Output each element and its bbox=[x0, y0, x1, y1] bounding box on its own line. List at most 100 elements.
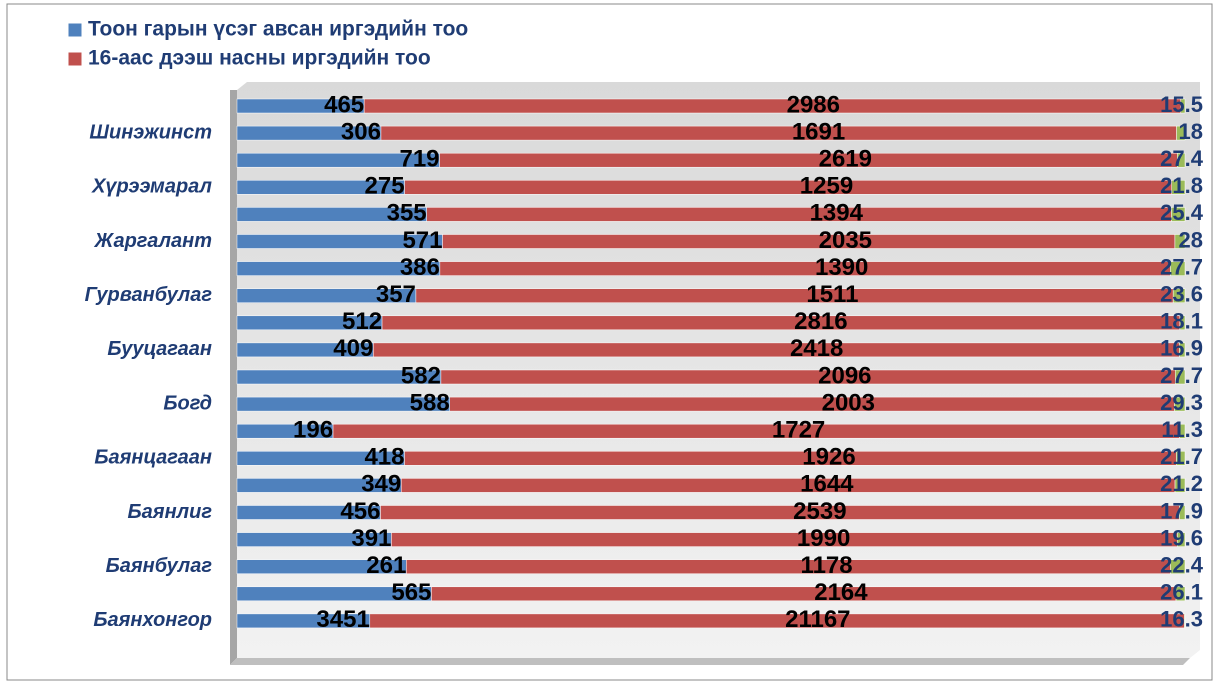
bar-segment bbox=[381, 315, 1181, 331]
category-label: Баянцагаан bbox=[94, 447, 212, 469]
bar-segment bbox=[1174, 396, 1186, 412]
bar-segment bbox=[440, 369, 1176, 385]
bar-segment bbox=[401, 478, 1176, 493]
bar-segment bbox=[369, 613, 1185, 629]
legend-label: 16-аас дээш насны иргэдийн тоо bbox=[88, 47, 431, 70]
data-label: 196 bbox=[293, 417, 333, 444]
bar-segment bbox=[332, 423, 1180, 439]
category-label: Богд bbox=[163, 392, 212, 414]
bar-segment bbox=[363, 98, 1182, 114]
data-label: 2003 bbox=[822, 389, 875, 416]
legend-label: Тоон гарын үсэг авсан иргэдийн тоо bbox=[88, 18, 468, 41]
bar-segment bbox=[439, 261, 1171, 276]
data-label: 2164 bbox=[814, 579, 868, 606]
bar-segment bbox=[1176, 451, 1186, 466]
data-label: 21.7 bbox=[1160, 444, 1203, 469]
data-label: 275 bbox=[365, 173, 405, 200]
category-label: Баянлиг bbox=[128, 501, 213, 523]
data-label: 1644 bbox=[800, 471, 854, 498]
bar-segment bbox=[1170, 559, 1186, 574]
bar-segment bbox=[373, 342, 1180, 358]
data-label: 22.4 bbox=[1160, 553, 1204, 578]
data-label: 19.6 bbox=[1160, 525, 1203, 550]
data-label: 1178 bbox=[801, 552, 853, 579]
category-label: Бууцагаан bbox=[107, 338, 212, 360]
legend-swatch bbox=[67, 51, 83, 67]
data-label: 18 bbox=[1179, 119, 1203, 144]
data-label: 26.1 bbox=[1160, 580, 1203, 605]
data-label: 261 bbox=[366, 552, 406, 579]
bar-segment bbox=[442, 234, 1176, 249]
bar-segment bbox=[1177, 152, 1186, 168]
data-label: 28 bbox=[1179, 227, 1203, 252]
bar-segment bbox=[1179, 423, 1186, 439]
data-label: 571 bbox=[402, 227, 442, 254]
data-label: 1926 bbox=[802, 444, 855, 471]
bar-segment bbox=[449, 396, 1175, 412]
data-label: 391 bbox=[351, 525, 391, 552]
bar-segment bbox=[439, 152, 1178, 168]
category-label: Гурванбулаг bbox=[85, 284, 213, 306]
data-label: 23.6 bbox=[1160, 282, 1203, 307]
bar-segment bbox=[1177, 532, 1186, 547]
category-label: Жаргалант bbox=[94, 230, 212, 252]
bar-segment bbox=[404, 451, 1177, 466]
bar-segment bbox=[1180, 98, 1186, 114]
bar-segment bbox=[380, 505, 1180, 520]
data-label: 17.9 bbox=[1160, 498, 1203, 523]
data-label: 1990 bbox=[797, 525, 850, 552]
bar-segment bbox=[404, 180, 1172, 195]
data-label: 512 bbox=[342, 308, 382, 335]
data-label: 2986 bbox=[787, 91, 840, 118]
bar-segment bbox=[1179, 505, 1186, 520]
data-label: 349 bbox=[361, 471, 401, 498]
data-label: 25.4 bbox=[1160, 200, 1204, 225]
data-label: 588 bbox=[410, 389, 450, 416]
data-label: 15.5 bbox=[1160, 92, 1203, 117]
plot-side bbox=[230, 90, 237, 665]
data-label: 16.3 bbox=[1160, 607, 1203, 632]
category-label: Шинэжинст bbox=[89, 121, 212, 143]
bar-segment bbox=[1179, 315, 1186, 331]
bar-segment bbox=[391, 532, 1178, 547]
data-label: 21.8 bbox=[1160, 173, 1203, 198]
data-label: 357 bbox=[376, 281, 416, 308]
data-label: 1511 bbox=[806, 281, 858, 308]
data-label: 409 bbox=[333, 335, 373, 362]
data-label: 2816 bbox=[794, 308, 847, 335]
category-label: Баянбулаг bbox=[106, 555, 213, 577]
data-label: 355 bbox=[387, 200, 427, 227]
data-label: 2539 bbox=[793, 498, 846, 525]
data-label: 386 bbox=[400, 254, 440, 281]
bar-segment bbox=[415, 288, 1174, 303]
data-label: 16.9 bbox=[1160, 336, 1203, 361]
bar-segment bbox=[1171, 180, 1186, 195]
data-label: 2619 bbox=[819, 146, 872, 173]
data-label: 1394 bbox=[810, 200, 864, 227]
data-label: 1727 bbox=[772, 417, 825, 444]
data-label: 29.3 bbox=[1160, 390, 1203, 415]
bar-segment bbox=[1176, 125, 1186, 141]
bar-segment bbox=[1179, 342, 1186, 358]
bar-segment bbox=[1172, 288, 1186, 303]
data-label: 2035 bbox=[819, 227, 872, 254]
data-label: 456 bbox=[340, 498, 380, 525]
bar-segment bbox=[431, 586, 1177, 602]
data-label: 1390 bbox=[815, 254, 868, 281]
legend-swatch bbox=[67, 22, 83, 38]
data-label: 465 bbox=[324, 91, 364, 118]
bar-segment bbox=[1171, 207, 1186, 222]
data-label: 27.4 bbox=[1160, 146, 1204, 171]
bar-segment bbox=[380, 125, 1177, 141]
data-label: 565 bbox=[391, 579, 431, 606]
bar-segment bbox=[1175, 369, 1186, 385]
data-label: 582 bbox=[401, 362, 441, 389]
data-label: 1259 bbox=[800, 173, 853, 200]
bar-segment bbox=[1170, 261, 1186, 276]
data-label: 18.1 bbox=[1160, 309, 1203, 334]
bar-segment bbox=[1175, 586, 1186, 602]
data-label: 306 bbox=[341, 118, 381, 145]
data-label: 27.7 bbox=[1160, 363, 1203, 388]
data-label: 11.3 bbox=[1161, 417, 1203, 442]
